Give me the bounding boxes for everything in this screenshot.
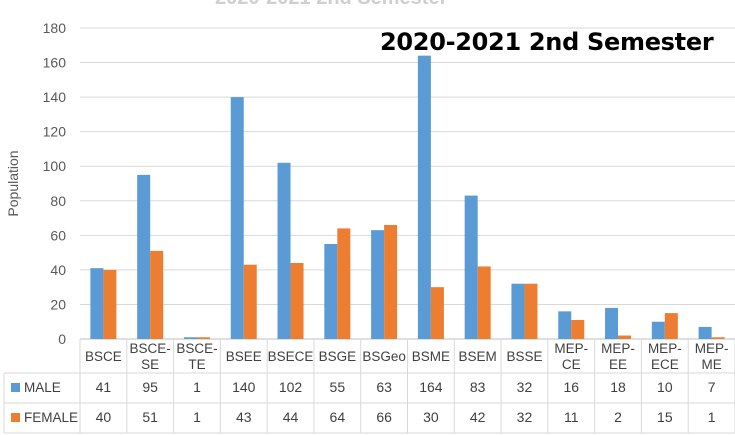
y-tick-label: 140 [43, 89, 67, 105]
legend-label-male: MALE [24, 380, 61, 395]
data-label: 2 [614, 409, 622, 425]
bar-male [651, 321, 665, 339]
x-tick-label: EE [609, 357, 627, 372]
bar-female [150, 250, 164, 339]
legend-label-female: FEMALE [24, 410, 78, 425]
bar-female [524, 283, 538, 339]
x-tick-label: BSEM [459, 349, 497, 364]
y-tick-label: 60 [50, 227, 66, 243]
data-label: 15 [657, 409, 673, 425]
x-tick-label: BSECE [268, 349, 314, 364]
data-label: 1 [193, 409, 201, 425]
data-label: 64 [330, 409, 346, 425]
x-tick-label: BSCE- [176, 341, 217, 356]
data-label: 44 [283, 409, 299, 425]
x-tick-label: BSCE- [130, 341, 171, 356]
bar-male [511, 283, 525, 339]
x-tick-label: MEP- [601, 341, 635, 356]
bar-female [571, 319, 585, 339]
x-tick-label: BSSE [506, 349, 542, 364]
data-label: 11 [564, 409, 579, 425]
data-label: 102 [279, 379, 303, 395]
x-tick-label: MEP- [695, 341, 729, 356]
bar-female [337, 228, 351, 339]
bar-male [90, 268, 104, 339]
data-label: 66 [376, 409, 392, 425]
data-label: 18 [610, 379, 626, 395]
bar-male [464, 195, 478, 339]
x-tick-label: ECE [651, 357, 679, 372]
bar-male [137, 174, 151, 339]
x-tick-label: BSME [412, 349, 450, 364]
y-tick-label: 160 [43, 55, 67, 71]
y-tick-label: 100 [43, 158, 67, 174]
chart-title-ghost: 2020-2021 2nd Semester [215, 0, 447, 10]
x-tick-label: BSGE [319, 349, 357, 364]
bar-male [230, 97, 244, 339]
bar-female [618, 335, 632, 339]
x-tick-label: TE [188, 357, 205, 372]
x-tick-label: ME [701, 357, 721, 372]
y-axis-label: Population [5, 150, 21, 216]
x-tick-label: CE [562, 357, 581, 372]
data-label: 7 [708, 379, 716, 395]
chart-title: 2020-2021 2nd Semester [380, 28, 714, 56]
bar-male [277, 162, 291, 339]
data-label: 140 [232, 379, 256, 395]
y-tick-label: 0 [58, 331, 66, 347]
data-label: 32 [517, 409, 533, 425]
y-tick-label: 120 [43, 124, 67, 140]
data-label: 164 [419, 379, 443, 395]
bar-male [417, 55, 431, 340]
bar-male [698, 326, 712, 339]
bar-female [196, 337, 210, 339]
bar-female [103, 269, 117, 339]
data-label: 40 [96, 409, 112, 425]
x-tick-label: BSGeo [362, 349, 406, 364]
bar-female [430, 287, 444, 339]
bar-female [477, 266, 491, 339]
data-label: 95 [142, 379, 158, 395]
bar-male [324, 243, 338, 339]
data-label: 30 [423, 409, 439, 425]
bar-male [183, 337, 197, 339]
x-tick-label: MEP- [554, 341, 588, 356]
y-tick-label: 40 [50, 262, 66, 278]
data-label: 16 [563, 379, 579, 395]
data-label: 41 [96, 379, 112, 395]
data-label: 1 [193, 379, 201, 395]
x-tick-label: BSEE [226, 349, 262, 364]
data-label: 63 [376, 379, 392, 395]
data-label: 55 [330, 379, 346, 395]
bar-female [664, 313, 678, 339]
legend-swatch-female [11, 413, 20, 422]
bar-female [243, 264, 257, 339]
data-label: 1 [708, 409, 716, 425]
legend-swatch-male [11, 383, 20, 392]
bar-male [371, 230, 385, 339]
y-tick-label: 180 [43, 20, 67, 36]
bar-female [384, 224, 398, 339]
x-tick-label: SE [141, 357, 159, 372]
data-label: 32 [517, 379, 533, 395]
y-tick-label: 20 [50, 296, 66, 312]
data-label: 51 [142, 409, 158, 425]
x-tick-label: BSCE [85, 349, 122, 364]
x-tick-label: MEP- [648, 341, 682, 356]
bar-female [290, 262, 304, 339]
bar-male [558, 311, 572, 339]
data-label: 83 [470, 379, 486, 395]
bar-female [711, 337, 725, 339]
data-label: 42 [470, 409, 486, 425]
data-label: 10 [657, 379, 673, 395]
data-label: 43 [236, 409, 252, 425]
y-tick-label: 80 [50, 193, 66, 209]
bar-male [605, 307, 619, 339]
